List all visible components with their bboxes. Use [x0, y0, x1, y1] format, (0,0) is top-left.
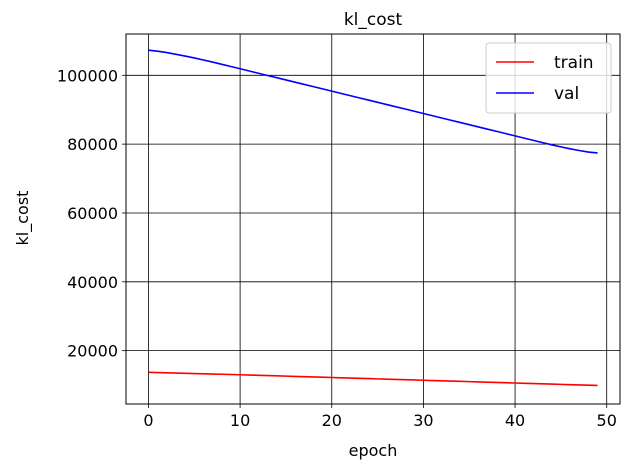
series-line-train [148, 371, 598, 387]
series-line-val [148, 49, 598, 154]
legend-label-train: train [554, 53, 594, 73]
x-tick-label: 0 [143, 411, 153, 430]
x-axis-label: epoch [349, 441, 398, 460]
series-lines [148, 49, 598, 387]
y-tick-label: 20000 [67, 342, 118, 361]
x-tick-label: 20 [322, 411, 342, 430]
x-tick-label: 50 [597, 411, 617, 430]
y-tick-label: 80000 [67, 135, 118, 154]
y-tick-label: 60000 [67, 204, 118, 223]
legend: train val [485, 42, 612, 114]
x-tick-label: 10 [230, 411, 250, 430]
chart-title: kl_cost [344, 10, 403, 30]
y-tick-label: 100000 [57, 66, 118, 85]
legend-label-val: val [554, 84, 579, 104]
x-tick-label: 40 [505, 411, 525, 430]
y-axis-label: kl_cost [13, 191, 33, 246]
axis-ticks: 0 10 20 30 40 50 20000 40000 60000 80000 100000 [57, 66, 617, 430]
plot-area [125, 33, 621, 405]
y-tick-label: 40000 [67, 273, 118, 292]
legend-box [485, 42, 612, 114]
x-tick-label: 30 [413, 411, 433, 430]
